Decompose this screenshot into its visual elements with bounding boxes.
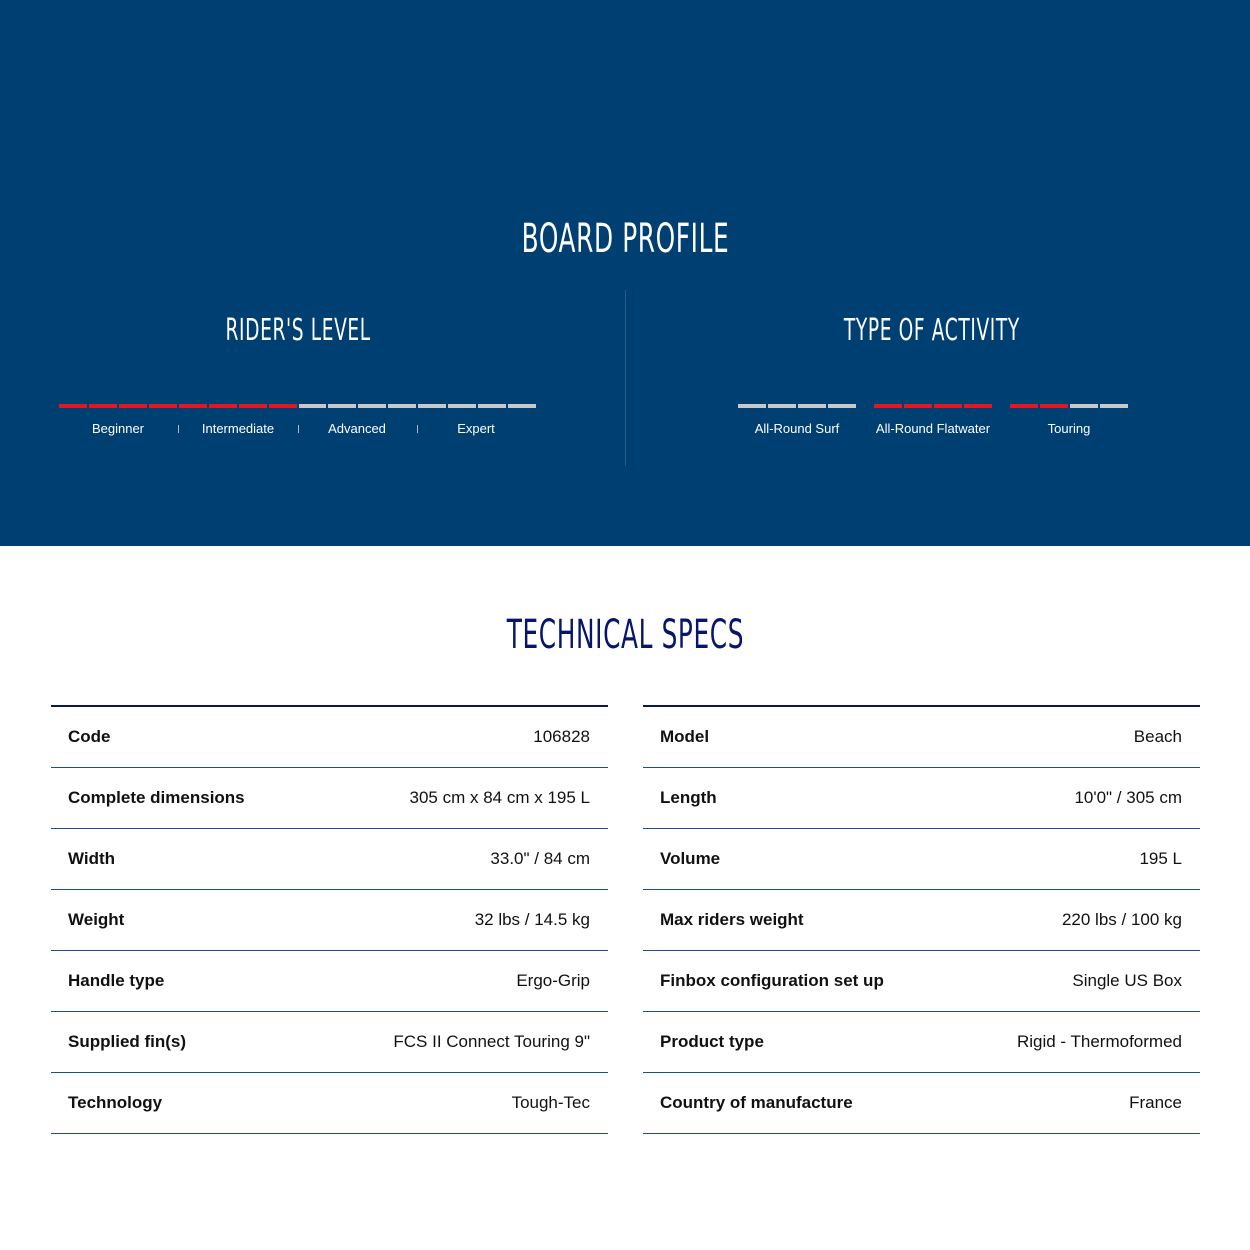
spec-key: Weight [68,910,125,929]
spec-row: Volume 195 L [643,829,1200,890]
level-segment [418,404,447,408]
activity-segment [768,404,796,408]
spec-value: Single US Box [1072,971,1182,990]
activity-segment [964,404,992,408]
spec-key: Length [660,788,717,807]
spec-row: Width 33.0" / 84 cm [51,829,608,890]
spec-key: Width [68,849,116,868]
spec-row: Weight 32 lbs / 14.5 kg [51,890,608,951]
spec-row: Handle type Ergo-Grip [51,951,608,1012]
spec-value: 32 lbs / 14.5 kg [474,910,590,929]
spec-row: Length 10'0" / 305 cm [643,768,1200,829]
level-segment [88,404,117,408]
spec-key: Model [660,727,710,746]
activity-bar [874,404,992,408]
riders-level-bar [59,404,536,408]
spec-value: 33.0" / 84 cm [490,849,590,868]
activity-segment [828,404,856,408]
level-segment [298,404,327,408]
activity-segment [874,404,902,408]
spec-row: Finbox configuration set up Single US Box [643,951,1200,1012]
spec-key: Max riders weight [660,910,804,929]
level-segment [178,404,207,408]
spec-key: Handle type [68,971,165,990]
spec-key: Complete dimensions [68,788,245,807]
board-profile-title: BOARD PROFILE [521,216,729,262]
activity-label: All-Round Surf [754,421,840,436]
level-segment [328,404,357,408]
spec-key: Country of manufacture [660,1093,853,1112]
spec-value: 220 lbs / 100 kg [1061,910,1182,929]
level-segment [148,404,177,408]
spec-row: Model Beach [643,707,1200,768]
level-segment [59,404,87,408]
activity-title: TYPE OF ACTIVITY [844,313,1020,348]
spec-row: Complete dimensions 305 cm x 84 cm x 195 … [51,768,608,829]
activity-segment [1040,404,1068,408]
level-segment [268,404,297,408]
level-segment [478,404,507,408]
spec-key: Code [68,727,111,746]
spec-key: Product type [660,1032,764,1051]
level-segment [388,404,417,408]
level-segment [508,404,536,408]
spec-value: FCS II Connect Touring 9" [393,1032,590,1051]
level-label: Expert [457,421,495,436]
spec-row: Country of manufacture France [643,1073,1200,1134]
spec-key: Finbox configuration set up [660,971,884,990]
level-separator [297,425,299,433]
level-segment [358,404,387,408]
spec-row: Technology Tough-Tec [51,1073,608,1134]
spec-key: Volume [660,849,721,868]
activity-segment [904,404,932,408]
spec-value: Ergo-Grip [516,971,590,990]
level-segment [448,404,477,408]
level-segment [118,404,147,408]
level-label: Beginner [91,421,145,436]
spec-row: Supplied fin(s) FCS II Connect Touring 9" [51,1012,608,1073]
specs-table-right: Model Beach Length 10'0" / 305 cm Volume 195 … [643,705,1200,1134]
activity-segment [1070,404,1098,408]
spec-key: Supplied fin(s) [68,1032,187,1051]
level-separator [417,425,418,433]
spec-row: Code 106828 [51,707,608,768]
spec-value: 195 L [1139,849,1182,868]
activity-label: All-Round Flatwater [875,421,991,436]
spec-row: Max riders weight 220 lbs / 100 kg [643,890,1200,951]
activity-segment [798,404,826,408]
spec-value: France [1129,1093,1182,1112]
activity-segment [1010,404,1038,408]
activity-bar [1010,404,1128,408]
level-separator [178,425,179,433]
spec-value: 305 cm x 84 cm x 195 L [409,788,590,807]
activity-label: Touring [1047,421,1091,436]
technical-specs-title: TECHNICAL SPECS [506,612,744,658]
activity-bar [738,404,856,408]
spec-value: 106828 [533,727,590,746]
level-label: Intermediate [201,421,275,436]
spec-value: 10'0" / 305 cm [1074,788,1182,807]
riders-level-title: RIDER'S LEVEL [225,313,371,348]
specs-table-left: Code 106828 Complete dimensions 305 cm x 84… [51,705,608,1134]
activity-segment [1100,404,1128,408]
activity-segment [738,404,766,408]
level-label: Advanced [328,421,386,436]
divider [625,290,626,466]
spec-row: Product type Rigid - Thermoformed [643,1012,1200,1073]
board-profile-section: BOARD PROFILE RIDER'S LEVEL TYPE OF ACTI… [0,0,1250,546]
level-segment [238,404,267,408]
spec-value: Tough-Tec [511,1093,590,1112]
spec-value: Beach [1133,727,1182,746]
level-segment [208,404,237,408]
spec-key: Technology [68,1093,163,1112]
activity-segment [934,404,962,408]
spec-value: Rigid - Thermoformed [1016,1032,1182,1051]
